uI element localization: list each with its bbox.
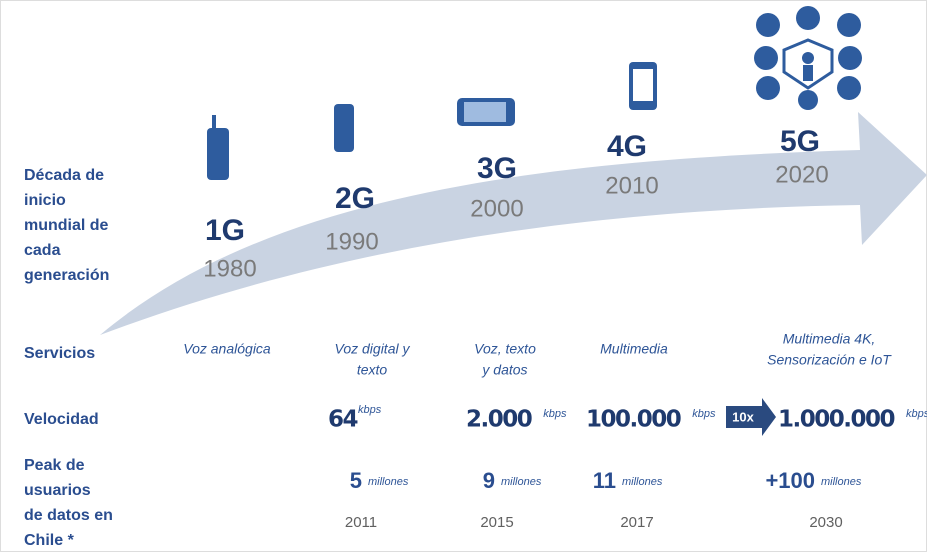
icon-2g [334,104,354,152]
icon-5g-e [838,46,862,70]
badge: 10x [732,409,754,424]
icon-4g-screen [633,69,653,101]
generation-year: 2020 [775,161,828,188]
users-year: 2030 [809,514,842,531]
icon-1g-antenna [212,115,216,130]
speed-unit: kbps [692,408,716,420]
speed-unit: kbps [906,408,927,420]
icon-5g-f [756,76,780,100]
row-label: Chile * [24,532,75,549]
row-label: Peak de [24,457,85,474]
icon-5g-d [754,46,778,70]
users-unit: millones [821,476,862,488]
row-label: inicio [24,192,66,209]
users-year: 2011 [345,514,377,531]
icon-5g-b [796,6,820,30]
icon-3g-screen [464,102,506,122]
icon-1g [207,128,229,180]
service: Multimedia [600,341,668,357]
speed-unit: kbps [543,408,567,420]
service: Voz analógica [183,341,271,357]
service: Voz, texto [474,341,536,357]
row-label: Velocidad [24,411,99,428]
row-label: Década de [24,167,104,184]
service: texto [357,362,388,378]
icon-5g-g [798,90,818,110]
service: Sensorización e IoT [767,352,892,368]
users: +100 [765,468,815,493]
users-unit: millones [622,476,663,488]
speed: 64 [328,407,358,433]
infographic: 10x Década de inicio mundial de cada generac… [0,0,927,552]
icon-5g-h [837,76,861,100]
speed-unit: kbps [358,404,382,416]
speed: 100.000 [586,407,681,433]
generation-label: 5G [780,125,820,158]
icon-5g-body [803,65,813,81]
row-label: Servicios [24,345,95,362]
speed: 2.000 [466,407,532,433]
row-label: cada [24,242,61,259]
generation-label: 1G [205,214,245,247]
row-label: usuarios [24,482,91,499]
users-year: 2015 [480,514,513,531]
generation-year: 2000 [470,195,523,222]
generation-label: 3G [477,152,517,185]
generation-label: 4G [607,130,647,163]
users: 11 [593,468,616,493]
generation-year: 1980 [203,255,256,282]
generation-year: 2010 [605,172,658,199]
icon-5g-c [837,13,861,37]
users-year: 2017 [620,514,653,531]
icon-5g-person [802,52,814,64]
users: 9 [483,468,495,493]
row-label: generación [24,267,109,284]
users-unit: millones [501,476,542,488]
generation-year: 1990 [325,228,378,255]
users: 5 [350,468,362,493]
service: Voz digital y [335,341,411,357]
speed: 1.000.000 [778,407,894,433]
service: Multimedia 4K, [783,331,876,347]
users-unit: millones [368,476,409,488]
service: y datos [481,362,527,378]
icon-5g-a [756,13,780,37]
row-label: mundial de [24,217,109,234]
generation-label: 2G [335,182,375,215]
row-label: de datos en [24,507,113,524]
